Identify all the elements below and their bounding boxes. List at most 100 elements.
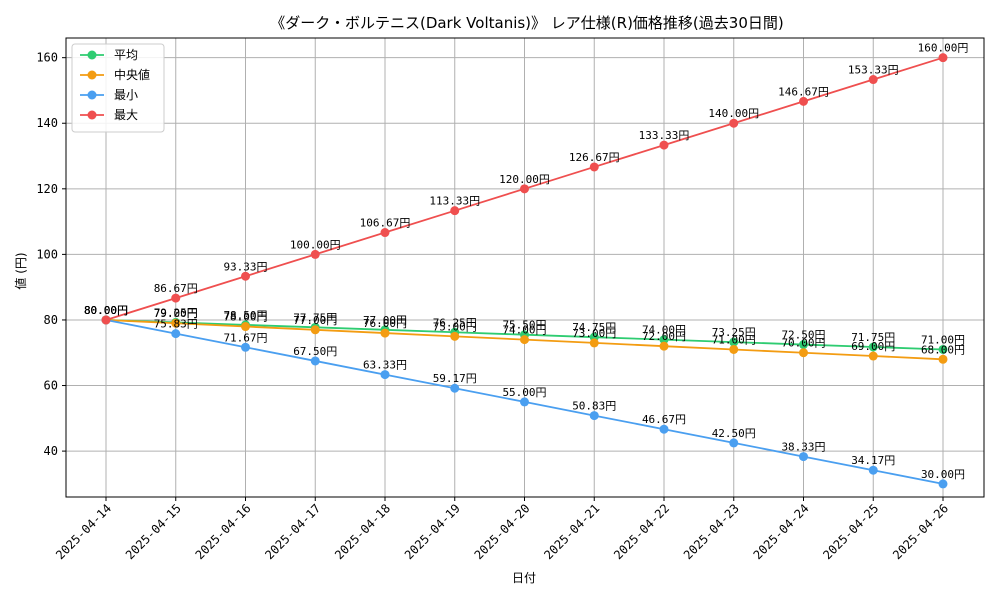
y-axis-label: 値 (円) xyxy=(13,252,28,289)
x-tick-label: 2025-04-24 xyxy=(751,501,812,562)
data-label-2: 30.00円 xyxy=(921,468,965,481)
series-layer xyxy=(101,53,948,489)
data-point-1 xyxy=(520,335,529,345)
data-label-1: 73.00円 xyxy=(572,327,616,340)
data-label-1: 78.00円 xyxy=(223,311,267,324)
grid-lines xyxy=(66,38,984,497)
legend-swatch-marker-2 xyxy=(87,90,97,100)
data-label-1: 70.00円 xyxy=(781,337,825,350)
data-label-1: 72.00円 xyxy=(642,330,686,343)
data-label-3: 100.00円 xyxy=(290,238,341,251)
data-point-3 xyxy=(171,293,181,303)
data-label-2: 63.33円 xyxy=(363,359,407,372)
data-label-3: 93.33円 xyxy=(223,260,267,273)
chart-title: 《ダーク・ボルテニス(Dark Voltanis)》 レア仕様(R)価格推移(過… xyxy=(270,14,783,32)
x-tick-label: 2025-04-20 xyxy=(472,501,533,562)
data-point-3 xyxy=(101,315,111,325)
data-label-2: 42.50円 xyxy=(712,427,756,440)
data-label-0: 73.25円 xyxy=(712,326,756,339)
x-tick-label: 2025-04-21 xyxy=(541,501,602,562)
data-label-0: 80.00円 xyxy=(84,304,128,317)
y-tick-label: 160 xyxy=(36,51,58,65)
x-tick-label: 2025-04-16 xyxy=(193,501,254,562)
data-point-2 xyxy=(310,356,320,366)
data-label-3: 146.67円 xyxy=(778,85,829,98)
data-point-0 xyxy=(799,340,808,350)
data-point-2 xyxy=(450,383,460,393)
data-point-2 xyxy=(520,397,529,407)
data-point-1 xyxy=(380,328,390,338)
data-label-0: 74.75円 xyxy=(572,321,616,334)
data-point-0 xyxy=(868,342,878,352)
data-point-0 xyxy=(729,337,739,347)
data-label-1: 74.00円 xyxy=(502,324,546,337)
data-label-0: 71.00円 xyxy=(921,333,965,346)
data-point-1 xyxy=(450,331,460,341)
data-point-3 xyxy=(589,162,599,172)
legend-swatch-marker-0 xyxy=(87,50,97,60)
x-tick-label: 2025-04-26 xyxy=(890,501,951,562)
x-tick-label: 2025-04-18 xyxy=(332,501,393,562)
data-label-3: 153.33円 xyxy=(848,64,899,77)
data-point-3 xyxy=(868,75,878,85)
data-point-1 xyxy=(799,348,808,358)
data-point-3 xyxy=(799,96,808,106)
data-point-3 xyxy=(380,228,390,238)
data-label-1: 76.00円 xyxy=(363,317,407,330)
x-axis-label: 日付 xyxy=(512,571,536,585)
x-tick-label: 2025-04-14 xyxy=(53,501,114,562)
data-point-1 xyxy=(241,322,250,332)
data-point-2 xyxy=(380,370,390,380)
data-label-0: 76.25円 xyxy=(433,316,477,329)
legend-label-3: 最大 xyxy=(114,108,138,122)
y-tick-label: 80 xyxy=(44,313,58,327)
y-tick-label: 60 xyxy=(44,379,58,393)
data-point-2 xyxy=(799,452,808,462)
y-tick-label: 120 xyxy=(36,182,58,196)
data-label-0: 79.25円 xyxy=(154,306,198,319)
data-label-0: 77.75円 xyxy=(293,311,337,324)
y-tick-label: 40 xyxy=(44,444,58,458)
data-label-1: 79.00円 xyxy=(154,307,198,320)
data-label-0: 72.50円 xyxy=(781,329,825,342)
data-label-1: 80.00円 xyxy=(84,304,128,317)
data-point-2 xyxy=(171,329,181,339)
data-label-0: 77.00円 xyxy=(363,314,407,327)
data-label-2: 38.33円 xyxy=(781,441,825,454)
data-label-0: 75.50円 xyxy=(502,319,546,332)
data-label-2: 59.17円 xyxy=(433,372,477,385)
data-label-1: 77.00円 xyxy=(293,314,337,327)
data-label-0: 74.00円 xyxy=(642,324,686,337)
data-point-3 xyxy=(659,140,669,150)
data-point-1 xyxy=(310,325,320,335)
data-point-1 xyxy=(589,338,599,348)
data-point-3 xyxy=(450,206,460,216)
data-point-3 xyxy=(729,118,739,128)
data-point-3 xyxy=(241,271,250,281)
data-point-1 xyxy=(659,341,669,351)
data-label-3: 113.33円 xyxy=(429,195,480,208)
legend-swatch-marker-1 xyxy=(87,70,97,80)
data-label-2: 80.00円 xyxy=(84,304,128,317)
x-tick-label: 2025-04-19 xyxy=(402,501,463,562)
x-tick-label: 2025-04-23 xyxy=(681,501,742,562)
data-label-1: 68.00円 xyxy=(921,343,965,356)
legend-swatch-marker-3 xyxy=(87,110,97,120)
data-label-2: 34.17円 xyxy=(851,454,895,467)
data-label-2: 71.67円 xyxy=(223,331,267,344)
x-tick-label: 2025-04-17 xyxy=(262,501,323,562)
data-point-1 xyxy=(868,351,878,361)
y-tick-label: 100 xyxy=(36,247,58,261)
data-point-1 xyxy=(729,344,739,354)
data-point-0 xyxy=(659,335,669,345)
data-label-0: 78.50円 xyxy=(223,309,267,322)
data-point-3 xyxy=(520,184,529,194)
data-label-2: 50.83円 xyxy=(572,400,616,413)
data-point-2 xyxy=(729,438,739,448)
data-label-3: 126.67円 xyxy=(569,151,620,164)
data-label-1: 71.00円 xyxy=(712,333,756,346)
data-label-1: 69.00円 xyxy=(851,340,895,353)
data-point-2 xyxy=(241,342,250,352)
data-label-3: 120.00円 xyxy=(499,173,550,186)
